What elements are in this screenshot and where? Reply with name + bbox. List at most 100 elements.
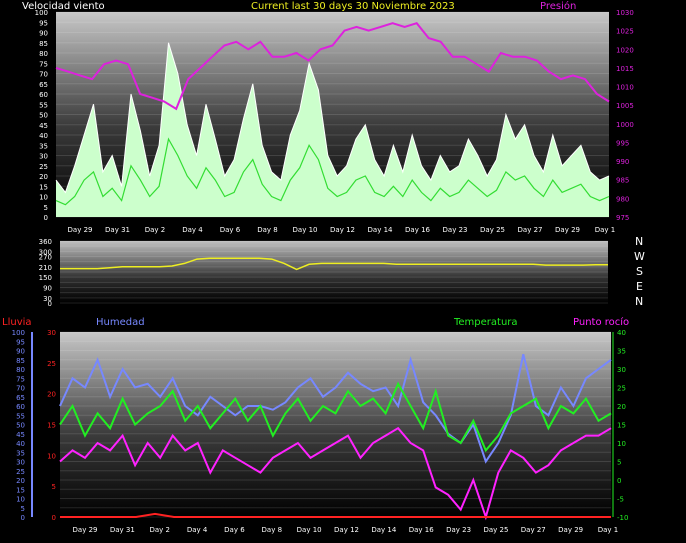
humidity-y-tick-label: 20	[16, 477, 25, 485]
date-label-top: Day 14	[368, 226, 394, 234]
chart-title: Current last 30 days 30 Noviembre 2023	[251, 1, 455, 12]
compass-label-n-top: N	[635, 235, 643, 248]
wind-y-tick-label: 45	[39, 122, 48, 130]
pressure-y-tick-label: 980	[616, 195, 629, 203]
date-label-top: Day 1	[595, 226, 616, 234]
humidity-y-tick-label: 35	[16, 449, 25, 457]
rain-y-tick-label: 15	[47, 422, 56, 430]
wind-y-tick-label: 100	[35, 9, 48, 17]
wind-gust-line	[55, 42, 610, 194]
compass-label-s: S	[636, 265, 643, 278]
date-label-bottom: Day 6	[224, 526, 245, 534]
date-label-bottom: Day 1	[598, 526, 619, 534]
pressure-y-tick-label: 1010	[616, 84, 634, 92]
pressure-y-tick-label: 1025	[616, 28, 634, 36]
pressure-y-tick-label: 1005	[616, 102, 634, 110]
wind-y-tick-label: 70	[39, 71, 48, 79]
humidity-y-tick-label: 30	[16, 459, 25, 467]
humidity-y-tick-label: 90	[16, 348, 25, 356]
humidity-y-tick-label: 65	[16, 394, 25, 402]
temp-y-tick-label: 15	[617, 422, 626, 430]
pressure-y-tick-label: 995	[616, 139, 629, 147]
humidity-line	[59, 353, 612, 464]
direction-y-tick-label: 270	[39, 254, 52, 262]
date-label-top: Day 16	[405, 226, 431, 234]
temp-y-tick-label: 30	[617, 366, 626, 374]
rain-axis-title: Lluvia	[2, 317, 32, 328]
humidity-y-tick-label: 45	[16, 431, 25, 439]
wind-y-tick-label: 35	[39, 142, 48, 150]
humidity-y-tick-label: 85	[16, 357, 25, 365]
date-label-top: Day 29	[555, 226, 580, 234]
date-label-bottom: Day 4	[187, 526, 208, 534]
humidity-y-tick-label: 50	[16, 422, 25, 430]
wind-axis-title: Velocidad viento	[22, 1, 105, 12]
pressure-axis-title: Presión	[540, 0, 576, 12]
wind-y-tick-label: 40	[39, 132, 48, 140]
date-label-bottom: Day 29	[73, 526, 98, 534]
date-label-bottom: Day 23	[446, 526, 471, 534]
temp-y-tick-label: 5	[617, 459, 621, 467]
wind-y-tick-label: 50	[39, 112, 48, 120]
rain-y-tick-label: 10	[47, 452, 56, 460]
wind-y-tick-label: 65	[39, 81, 48, 89]
wind-y-tick-label: 75	[39, 60, 48, 68]
temp-y-tick-label: 20	[617, 403, 626, 411]
date-label-bottom: Day 12	[334, 526, 359, 534]
wind-direction-line	[60, 257, 608, 271]
date-label-top: Day 6	[220, 226, 241, 234]
humidity-y-tick-label: 60	[16, 403, 25, 411]
date-label-bottom: Day 2	[149, 526, 170, 534]
date-label-top: Day 10	[293, 226, 318, 234]
rain-line	[60, 512, 611, 518]
rain-y-tick-label: 20	[47, 391, 56, 399]
pressure-line	[55, 22, 610, 111]
rain-y-tick-label: 25	[47, 360, 56, 368]
date-label-top: Day 8	[257, 226, 278, 234]
temperature-line	[59, 381, 612, 453]
pressure-y-tick-label: 985	[616, 177, 629, 185]
date-label-top: Day 4	[182, 226, 203, 234]
date-label-bottom: Day 16	[409, 526, 435, 534]
wind-y-tick-label: 0	[44, 214, 48, 222]
wind-avg-line	[55, 137, 610, 206]
date-label-bottom: Day 25	[483, 526, 508, 534]
date-label-top: Day 2	[145, 226, 166, 234]
direction-y-tick-label: 210	[39, 264, 52, 272]
date-label-bottom: Day 14	[371, 526, 397, 534]
dewpoint-axis-title: Punto rocío	[573, 316, 629, 328]
pressure-y-tick-label: 1000	[616, 121, 634, 129]
direction-y-tick-label: 90	[43, 285, 52, 293]
humidity-y-tick-label: 25	[16, 468, 25, 476]
direction-y-tick-label: 0	[48, 300, 52, 308]
pressure-y-tick-label: 1030	[616, 9, 634, 17]
date-label-bottom: Day 10	[297, 526, 322, 534]
date-label-top: Day 27	[518, 226, 543, 234]
humidity-y-tick-label: 55	[16, 412, 25, 420]
wind-y-tick-label: 85	[39, 40, 48, 48]
humidity-y-tick-label: 70	[16, 385, 25, 393]
direction-y-tick-label: 360	[39, 238, 52, 246]
temperature-axis-title: Temperatura	[453, 317, 518, 328]
wind-y-tick-label: 25	[39, 163, 48, 171]
direction-y-tick-label: 30	[43, 295, 52, 303]
date-label-top: Day 29	[68, 226, 93, 234]
humidity-y-tick-label: 75	[16, 375, 25, 383]
wind-y-tick-label: 80	[39, 50, 48, 58]
rain-y-tick-label: 5	[52, 483, 56, 491]
temp-y-tick-label: 25	[617, 385, 626, 393]
wind-y-tick-label: 60	[39, 91, 48, 99]
date-label-bottom: Day 29	[558, 526, 583, 534]
pressure-y-tick-label: 975	[616, 214, 629, 222]
humidity-y-tick-label: 10	[16, 496, 25, 504]
pressure-y-tick-label: 1020	[616, 46, 634, 54]
date-label-top: Day 12	[330, 226, 355, 234]
humidity-y-tick-label: 80	[16, 366, 25, 374]
dewpoint-line	[59, 426, 612, 521]
wind-y-tick-label: 55	[39, 101, 48, 109]
wind-y-tick-label: 10	[39, 194, 48, 202]
direction-panel-bg	[60, 241, 608, 303]
pressure-y-tick-label: 1015	[616, 65, 634, 73]
wind-y-tick-label: 5	[44, 204, 48, 212]
